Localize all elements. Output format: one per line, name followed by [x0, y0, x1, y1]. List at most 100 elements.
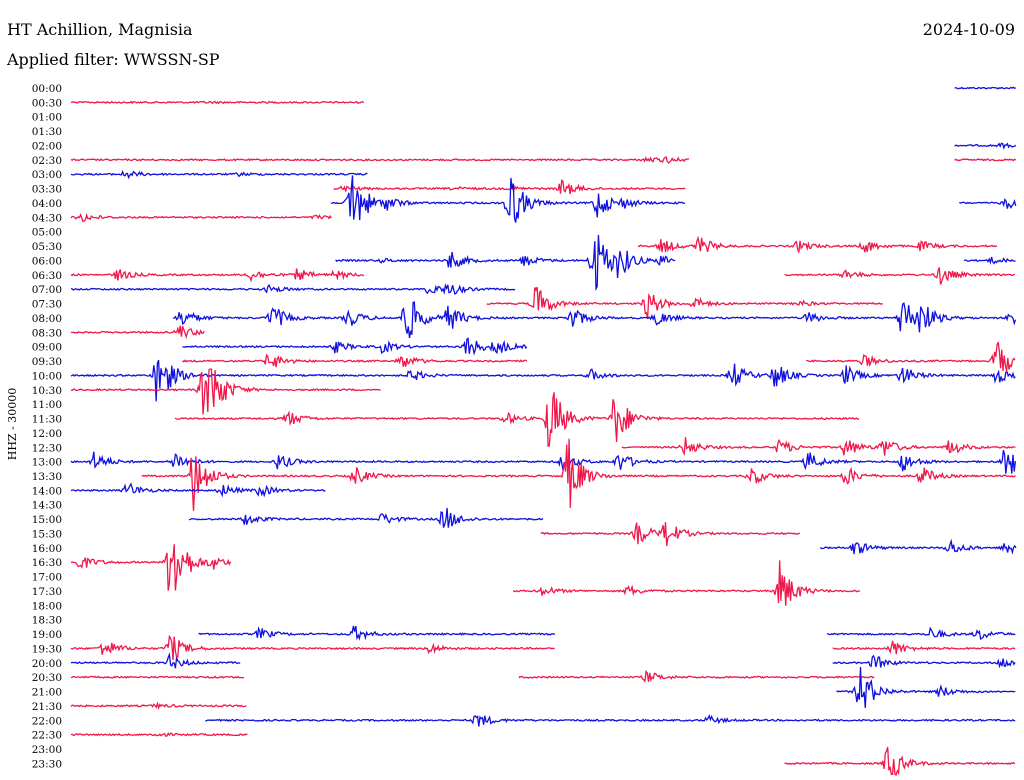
time-tick-label: 22:30	[32, 730, 62, 742]
trace-row-4	[954, 142, 1017, 150]
trace-row-8	[330, 175, 686, 223]
trace-row-47	[784, 746, 1016, 777]
time-tick-label: 06:30	[32, 270, 62, 282]
trace-row-39	[832, 640, 1016, 655]
time-tick-label: 05:00	[32, 227, 62, 239]
trace-row-45	[70, 731, 248, 738]
time-tick-label: 04:30	[32, 212, 62, 224]
trace-row-5	[954, 158, 1017, 162]
trace-row-40	[70, 652, 241, 669]
trace-row-28	[70, 482, 326, 498]
time-tick-label: 15:00	[32, 514, 62, 526]
time-tick-label: 02:30	[32, 155, 62, 167]
trace-row-44	[205, 714, 1016, 727]
trace-row-13	[784, 267, 1016, 285]
trace-row-9	[70, 212, 332, 223]
trace-row-5	[70, 156, 690, 164]
trace-row-8	[959, 198, 1017, 209]
time-tick-label: 00:30	[32, 97, 62, 109]
time-tick-label: 19:00	[32, 629, 62, 641]
channel-label: HHZ - 30000	[6, 388, 19, 461]
time-tick-label: 04:00	[32, 198, 62, 210]
time-tick-label: 00:00	[32, 83, 62, 95]
trace-row-38	[198, 625, 556, 641]
trace-row-21	[71, 368, 381, 415]
trace-row-16	[173, 301, 1017, 339]
time-tick-label: 17:00	[32, 572, 62, 584]
trace-row-14	[70, 283, 516, 296]
time-tick-label: 11:30	[32, 414, 62, 426]
trace-row-39	[70, 634, 555, 661]
time-tick-label: 12:00	[32, 428, 62, 440]
trace-row-30	[188, 507, 544, 528]
time-tick-label: 06:00	[32, 255, 62, 267]
trace-row-11	[637, 235, 998, 253]
time-tick-label: 09:30	[32, 356, 62, 368]
trace-row-26	[70, 450, 1017, 474]
trace-row-41	[518, 669, 875, 683]
time-tick-label: 15:30	[32, 528, 62, 540]
trace-row-12	[335, 234, 676, 292]
trace-row-7	[333, 179, 686, 195]
trace-row-38	[827, 626, 1016, 640]
time-tick-label: 08:30	[32, 327, 62, 339]
trace-row-32	[819, 538, 1017, 555]
time-tick-label: 20:30	[32, 672, 62, 684]
time-tick-label: 17:30	[32, 586, 62, 598]
trace-row-43	[70, 701, 247, 711]
time-tick-label: 03:30	[32, 184, 62, 196]
time-tick-label: 20:00	[32, 658, 62, 670]
trace-row-25	[621, 437, 1016, 456]
time-tick-label: 14:30	[32, 500, 62, 512]
time-tick-label: 12:30	[32, 442, 62, 454]
time-tick-label: 23:00	[32, 744, 62, 756]
time-tick-label: 10:30	[32, 385, 62, 397]
trace-row-6	[70, 169, 368, 180]
time-tick-label: 13:00	[32, 457, 62, 469]
time-tick-label: 21:00	[32, 687, 62, 699]
time-tick-label: 11:00	[32, 399, 62, 411]
trace-row-13	[70, 268, 365, 283]
time-tick-label: 23:30	[32, 758, 62, 770]
time-tick-label: 08:00	[32, 313, 62, 325]
trace-row-27	[141, 438, 1016, 511]
time-tick-label: 13:30	[32, 471, 62, 483]
time-tick-label: 22:00	[32, 715, 62, 727]
trace-row-35	[512, 560, 861, 606]
trace-row-40	[832, 654, 1016, 669]
time-tick-label: 16:30	[32, 557, 62, 569]
time-tick-label: 03:00	[32, 169, 62, 181]
trace-row-42	[836, 666, 1016, 709]
trace-row-19	[182, 353, 528, 368]
record-date: 2024-10-09	[922, 20, 1015, 39]
time-tick-label: 18:30	[32, 615, 62, 627]
time-axis-labels: 00:00 00:30 01:00 01:30 02:00 02:30 03:00 03:30…	[32, 83, 62, 770]
time-tick-label: 07:00	[32, 284, 62, 296]
trace-row-19	[806, 341, 1016, 372]
time-tick-label: 18:00	[32, 600, 62, 612]
trace-row-41	[70, 675, 245, 679]
time-tick-label: 02:00	[32, 140, 62, 152]
trace-row-1	[70, 100, 365, 105]
time-tick-label: 19:30	[32, 643, 62, 655]
time-tick-label: 10:00	[32, 370, 62, 382]
filter-label: Applied filter: WWSSN-SP	[7, 50, 220, 69]
time-tick-label: 07:30	[32, 299, 62, 311]
trace-row-15	[486, 286, 883, 320]
seismogram-traces	[70, 86, 1017, 777]
trace-row-23	[174, 392, 859, 448]
time-tick-label: 16:00	[32, 543, 62, 555]
time-tick-label: 01:00	[32, 112, 62, 124]
trace-row-31	[540, 522, 800, 547]
trace-row-20	[70, 359, 1016, 402]
trace-row-0	[954, 86, 1017, 90]
time-tick-label: 05:30	[32, 241, 62, 253]
time-tick-label: 01:30	[32, 126, 62, 138]
time-tick-label: 21:30	[32, 701, 62, 713]
station-title: HT Achillion, Magnisia	[7, 20, 193, 39]
trace-row-12	[963, 256, 1016, 265]
trace-row-17	[70, 325, 205, 340]
trace-row-33	[70, 544, 232, 591]
trace-row-18	[182, 337, 528, 356]
